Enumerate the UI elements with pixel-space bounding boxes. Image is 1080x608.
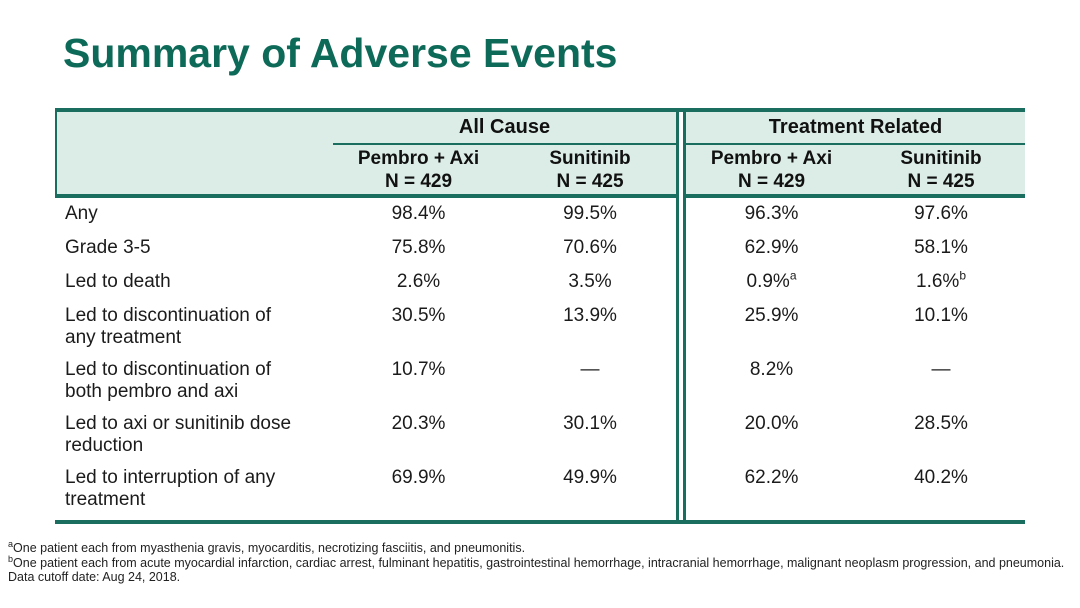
- value-cell: 20.3%: [391, 413, 446, 434]
- group-header-treatment-related: Treatment Related: [686, 112, 1025, 145]
- value-cell: 97.6%: [914, 203, 968, 224]
- column-name: Sunitinib: [549, 147, 631, 169]
- column-n: N = 425: [907, 170, 975, 192]
- group-header-all-cause: All Cause: [333, 112, 676, 145]
- row-label: Any: [65, 203, 98, 224]
- value-cell: 62.2%: [744, 467, 799, 488]
- column-header-sunitinib-treatment-related: Sunitinib N = 425: [857, 145, 1025, 198]
- value-cell: 10.7%: [391, 359, 446, 380]
- footnote-b-marker: b: [8, 553, 14, 564]
- value-cell: 0.9%a: [746, 268, 797, 292]
- value-cell: —: [580, 359, 600, 380]
- row-label: Led to axi or sunitinib dose reduction: [65, 413, 292, 456]
- data-cutoff-note: Data cutoff date: Aug 24, 2018.: [8, 570, 181, 584]
- column-n: N = 429: [737, 170, 806, 192]
- column-n: N = 425: [556, 170, 624, 192]
- value-cell: 10.1%: [914, 305, 968, 326]
- section-divider: [676, 112, 686, 520]
- footnote-a: aOne patient each from myasthenia gravis…: [8, 538, 1072, 556]
- value-cell: 25.9%: [744, 305, 799, 326]
- value-cell: 75.8%: [391, 237, 446, 258]
- value-cell: 1.6%b: [916, 268, 966, 292]
- value-cell: 69.9%: [391, 467, 446, 488]
- column-name: Pembro + Axi: [357, 147, 480, 169]
- value-cell: 2.6%: [396, 271, 441, 292]
- column-name: Sunitinib: [900, 147, 982, 169]
- footnote-b: bOne patient each from acute myocardial …: [8, 553, 1072, 571]
- row-label: Led to discontinuation of any treatment: [65, 305, 271, 348]
- page-title: Summary of Adverse Events: [63, 30, 618, 76]
- value-cell: 28.5%: [914, 413, 968, 434]
- footnote-a-text: One patient each from myasthenia gravis,…: [13, 541, 526, 555]
- row-label: Grade 3-5: [65, 237, 151, 258]
- column-header-sunitinib-all-cause: Sunitinib N = 425: [504, 145, 676, 198]
- value-cell: 62.9%: [744, 237, 799, 258]
- value-cell: 70.6%: [563, 237, 617, 258]
- column-name: Pembro + Axi: [710, 147, 833, 169]
- value-cell: 3.5%: [568, 271, 612, 292]
- value-cell: 30.5%: [391, 305, 446, 326]
- value-cell: 99.5%: [563, 203, 617, 224]
- value-cell: 49.9%: [563, 467, 617, 488]
- value-cell: 96.3%: [744, 203, 799, 224]
- row-label: Led to death: [65, 271, 171, 292]
- value-cell: 98.4%: [391, 203, 446, 224]
- column-header-pembro-axi-treatment-related: Pembro + Axi N = 429: [686, 145, 857, 198]
- value-cell: 13.9%: [563, 305, 617, 326]
- footnote-marker: b: [959, 268, 966, 283]
- column-n: N = 429: [384, 170, 453, 192]
- footnotes: aOne patient each from myasthenia gravis…: [8, 538, 1072, 585]
- row-label: Led to discontinuation of both pembro an…: [65, 359, 271, 402]
- adverse-events-table: All Cause Treatment Related Pembro + Axi…: [55, 108, 1025, 524]
- value-cell: 8.2%: [749, 359, 794, 380]
- column-header-pembro-axi-all-cause: Pembro + Axi N = 429: [333, 145, 504, 198]
- header-label-spacer: [55, 112, 333, 198]
- footnote-marker: a: [789, 268, 797, 283]
- value-cell: 58.1%: [914, 237, 968, 258]
- footnote-a-marker: a: [8, 538, 14, 549]
- row-label: Led to interruption of any treatment: [65, 467, 276, 510]
- value-cell: 40.2%: [914, 467, 968, 488]
- value-cell: 30.1%: [563, 413, 617, 434]
- value-cell: 20.0%: [744, 413, 799, 434]
- footnote-b-text: One patient each from acute myocardial i…: [13, 555, 1065, 570]
- value-cell: —: [931, 359, 951, 380]
